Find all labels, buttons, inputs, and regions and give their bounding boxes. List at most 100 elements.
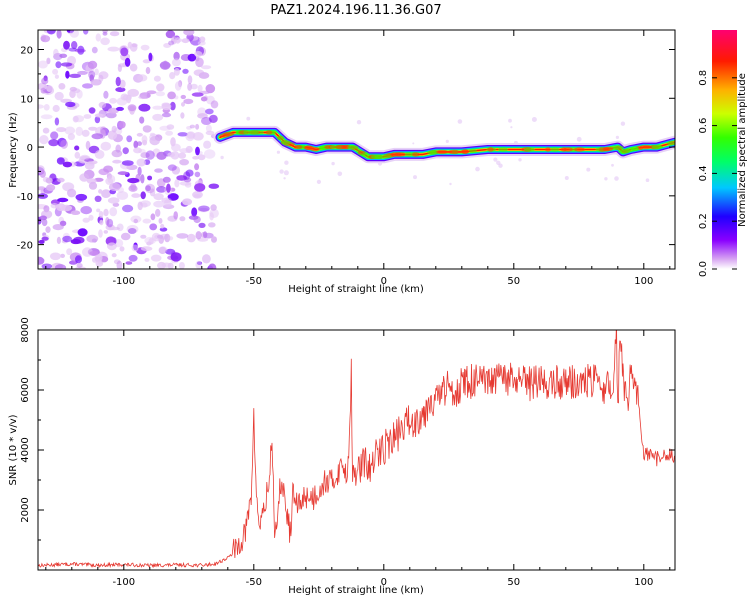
- noise-blob: [75, 255, 82, 264]
- snr-xtick-label: 100: [634, 577, 653, 588]
- noise-blob: [82, 217, 90, 223]
- noise-blob: [75, 126, 84, 136]
- noise-blob: [155, 208, 161, 217]
- ridge-blob: [404, 152, 413, 157]
- noise-blob: [46, 30, 56, 35]
- noise-blob: [165, 248, 176, 255]
- noise-blob: [140, 44, 150, 51]
- noise-blob: [94, 149, 105, 159]
- noise-blob: [94, 116, 101, 124]
- noise-blob: [88, 107, 96, 114]
- noise-blob: [173, 211, 178, 220]
- ridge-blob: [666, 141, 675, 146]
- noise-blob: [194, 183, 206, 192]
- noise-blob: [191, 92, 204, 97]
- noise-blob: [88, 214, 94, 221]
- noise-blob: [141, 202, 148, 208]
- noise-blob: [202, 231, 208, 239]
- noise-blob: [133, 147, 142, 154]
- noise-blob: [192, 132, 204, 141]
- noise-blob: [79, 173, 90, 182]
- noise-dot: [279, 169, 284, 174]
- noise-blob: [163, 43, 172, 48]
- colorbar-label: Normalized spectral amplitude: [737, 73, 748, 227]
- noise-blob: [142, 125, 152, 133]
- noise-blob: [57, 197, 69, 203]
- noise-blob: [60, 253, 65, 258]
- noise-blob: [53, 48, 59, 58]
- ridge-blob: [265, 130, 273, 135]
- noise-blob: [116, 260, 123, 269]
- snr-xtick-label: 50: [507, 577, 520, 588]
- noise-blob: [63, 40, 70, 50]
- noise-blob: [56, 127, 67, 133]
- noise-blob: [140, 234, 147, 239]
- noise-blob: [41, 77, 49, 85]
- noise-blob: [125, 261, 133, 265]
- snr-ytick-label: 2000: [20, 497, 31, 522]
- noise-blob: [174, 179, 180, 188]
- noise-blob: [149, 136, 160, 146]
- noise-blob: [149, 223, 158, 231]
- noise-blob: [159, 61, 171, 70]
- noise-blob: [187, 53, 197, 62]
- noise-blob: [88, 126, 98, 131]
- noise-blob: [54, 74, 60, 79]
- noise-blob: [70, 238, 82, 245]
- spectrogram-ylabel: Frequency (Hz): [8, 112, 19, 188]
- noise-blob: [179, 148, 191, 154]
- noise-blob: [186, 131, 196, 139]
- noise-blob: [43, 104, 50, 111]
- ridge-blob: [281, 140, 292, 145]
- noise-blob: [69, 90, 76, 99]
- noise-blob: [209, 212, 214, 221]
- noise-blob: [94, 195, 102, 202]
- noise-blob: [211, 236, 217, 243]
- noise-blob: [107, 242, 117, 251]
- snr-panel: -100 -50 0 50 100 2000 4000 6000 8000 Height of …: [8, 317, 676, 596]
- snr-frame: [37, 329, 676, 571]
- spectrogram-ytick-label: 20: [20, 46, 33, 57]
- noise-blob: [150, 213, 156, 221]
- noise-blob: [198, 72, 210, 79]
- noise-blob: [177, 132, 188, 137]
- noise-blob: [57, 177, 65, 183]
- noise-blob: [197, 84, 203, 93]
- noise-blob: [58, 83, 66, 90]
- noise-blob: [40, 114, 53, 120]
- noise-blob: [115, 87, 126, 93]
- noise-blob: [158, 246, 168, 254]
- noise-blob: [189, 124, 196, 129]
- noise-blob: [130, 215, 142, 223]
- noise-blob: [166, 183, 171, 193]
- noise-blob: [67, 133, 75, 141]
- noise-blob: [171, 36, 177, 45]
- ridge-blob: [448, 149, 460, 155]
- ridge-blob: [603, 146, 613, 152]
- ridge-blob: [468, 148, 477, 154]
- noise-dot: [620, 121, 626, 126]
- noise-blob: [137, 201, 143, 211]
- noise-blob: [208, 263, 217, 269]
- spectrogram-frame: [37, 29, 676, 270]
- noise-blob: [140, 152, 150, 159]
- noise-blob: [140, 174, 145, 184]
- noise-blob: [120, 47, 129, 57]
- noise-dot: [413, 175, 417, 180]
- noise-blob: [109, 207, 118, 217]
- noise-blob: [156, 151, 167, 160]
- colorbar-gradient: [712, 30, 737, 269]
- noise-blob: [185, 169, 194, 177]
- noise-blob: [52, 104, 60, 113]
- noise-blob: [127, 41, 133, 49]
- noise-blob: [144, 257, 150, 262]
- noise-blob: [156, 186, 167, 193]
- noise-blob: [69, 30, 79, 38]
- noise-blob: [150, 254, 162, 262]
- noise-blob: [86, 234, 99, 243]
- noise-dot: [611, 163, 614, 167]
- noise-blob: [192, 191, 203, 199]
- noise-blob: [106, 218, 114, 228]
- noise-blob: [159, 227, 168, 232]
- noise-blob: [89, 251, 99, 256]
